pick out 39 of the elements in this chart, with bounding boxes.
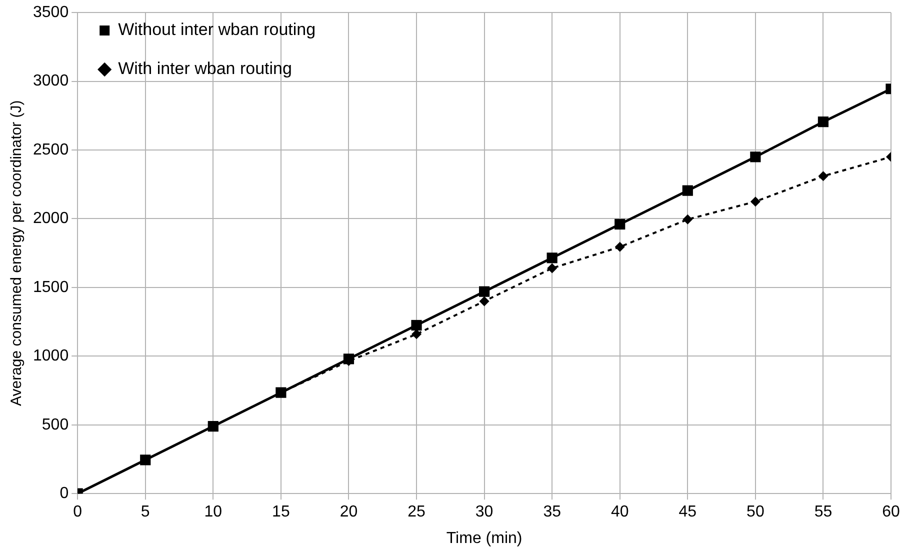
x-tick-label: 35 (543, 504, 562, 521)
y-tick-label: 1500 (33, 278, 69, 296)
x-tick-label: 55 (814, 504, 832, 521)
y-tick-label: 2000 (33, 210, 69, 228)
legend-label: With inter wban routing (118, 59, 292, 78)
y-tick-label: 1000 (33, 348, 69, 365)
legend-label: Without inter wban routing (118, 20, 316, 40)
point (682, 214, 693, 224)
point (478, 286, 490, 297)
point (614, 242, 625, 252)
point (614, 218, 626, 230)
x-tick-label: 10 (204, 504, 222, 521)
point (546, 252, 558, 264)
point (818, 116, 829, 128)
point (411, 320, 422, 331)
y-tick-label: 500 (42, 416, 69, 434)
x-tick-label: 30 (475, 504, 494, 521)
point (818, 171, 828, 182)
x-tick-label: 0 (73, 504, 82, 521)
point (479, 296, 490, 306)
point (682, 185, 693, 196)
x-tick-label: 50 (746, 504, 764, 521)
y-axis-title: Average consumed energy per coordinator (J) (8, 100, 26, 406)
point (750, 196, 760, 207)
x-axis-title: Time (min) (446, 530, 522, 547)
x-tick-label: 5 (140, 504, 150, 521)
point (750, 152, 761, 162)
y-tick-label: 3000 (33, 72, 69, 90)
x-tick-label: 20 (340, 504, 358, 521)
x-tick-label: 45 (678, 504, 697, 521)
y-tick-label: 3500 (33, 4, 69, 22)
point (547, 263, 558, 274)
x-tick-label: 60 (882, 504, 900, 521)
y-tick-label: 0 (60, 485, 69, 502)
point (412, 329, 422, 340)
x-tick-label: 25 (408, 504, 426, 521)
x-tick-label: 40 (610, 504, 629, 521)
x-tick-label: 15 (272, 504, 290, 521)
y-tick-label: 2500 (33, 141, 69, 158)
